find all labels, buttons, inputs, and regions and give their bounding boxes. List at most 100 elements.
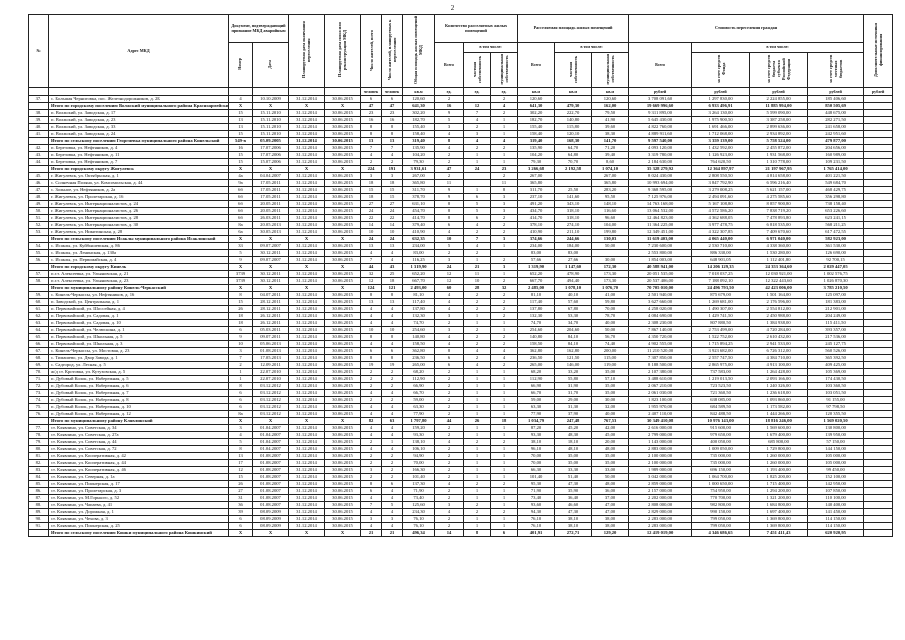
- table-cell: 31.12.2014: [288, 466, 326, 475]
- table-cell: X: [288, 529, 326, 538]
- address-cell: с. Исаклы, ул. Ленинская, д. 130а: [48, 249, 229, 258]
- table-cell: 4: [228, 95, 253, 104]
- table-cell: 31.12.2014: [288, 186, 326, 195]
- address-cell: Итого по сельскому поселению Георгиевка …: [48, 137, 229, 146]
- table-cell: 1 294 200,00: [749, 487, 809, 496]
- table-cell: 6: [360, 347, 383, 356]
- table-cell: 38.: [28, 109, 49, 118]
- table-cell: 1 369 800,00: [749, 515, 809, 524]
- table-cell: 2 530 710,00: [691, 242, 751, 251]
- table-cell: 2 553 800,00: [628, 249, 693, 258]
- table-cell: [863, 158, 894, 167]
- table-cell: 2: [434, 473, 465, 482]
- table-cell: 185 406,60: [807, 95, 865, 104]
- table-row: 68. с. Тимашево, ул. Двор Завода, д. 1 7 17…: [28, 354, 894, 363]
- table-cell: 2 202 000,00: [628, 494, 693, 503]
- table-cell: 1: [463, 158, 492, 167]
- table-cell: 4: [463, 221, 492, 230]
- table-cell: 105 000,00: [807, 459, 865, 468]
- table-cell: 1 530 280,00: [749, 249, 809, 258]
- address-cell: г. Жигулевск, ул. Никитинская, д. 28: [48, 228, 229, 237]
- table-cell: 6: [490, 529, 519, 538]
- table-cell: 2 859 000,00: [628, 480, 693, 489]
- table-cell: 1: [490, 396, 519, 405]
- table-cell: 2: [360, 396, 383, 405]
- table-cell: 267,00: [591, 172, 630, 181]
- table-cell: 2: [490, 508, 519, 517]
- table-cell: [863, 368, 894, 377]
- col-header-units-incl: в том числе:: [463, 42, 519, 53]
- table-cell: 38,10: [554, 522, 593, 531]
- table-cell: 2 283 000,00: [628, 522, 693, 531]
- table-cell: 20,00: [591, 438, 630, 447]
- table-cell: 30.06.2015: [324, 438, 362, 447]
- table-cell: 58.: [28, 277, 49, 286]
- address-cell: п. Дубовый Колок, ул. Набережная, д. 5: [48, 375, 229, 384]
- table-cell: 77.: [28, 424, 49, 433]
- table-cell: 10 993 694,00: [628, 179, 693, 188]
- table-cell: 30.06.2015: [324, 403, 362, 412]
- table-cell: 31.12.2014: [288, 438, 326, 447]
- table-cell: X: [228, 235, 253, 244]
- table-cell: 582 923,00: [807, 235, 865, 244]
- table-cell: 1: [490, 375, 519, 384]
- table-row: 71. п. Дубовый Колок, ул. Набережная, д. …: [28, 375, 894, 384]
- table-cell: 57,66: [517, 256, 556, 265]
- unit-cell-empty: [228, 87, 253, 97]
- table-cell: [863, 221, 894, 230]
- table-cell: 125 097,00: [807, 291, 865, 300]
- table-cell: 15.11.2010: [251, 109, 290, 118]
- table-cell: 31.12.2014: [288, 305, 326, 314]
- table-cell: 282 271,50: [807, 116, 865, 125]
- table-cell: 6 596 216,40: [749, 179, 809, 188]
- table-cell: 4: [463, 347, 492, 356]
- table-cell: 4 275 585,60: [749, 193, 809, 202]
- address-cell: ст. Клявлино, ул. Пионерская, д. 17: [48, 480, 229, 489]
- table-cell: 31.12.2014: [288, 256, 326, 265]
- table-cell: 1: [490, 123, 519, 132]
- table-cell: 236,50: [517, 354, 556, 363]
- table-cell: 103 360,50: [807, 382, 865, 391]
- table-cell: 35,00: [591, 389, 630, 398]
- table-cell: 64,70: [554, 144, 593, 153]
- table-cell: 2 224 855,00: [749, 95, 809, 104]
- table-cell: 129,20: [591, 529, 630, 538]
- table-cell: 05.03.2011: [251, 326, 290, 335]
- table-cell: 5: [463, 207, 492, 216]
- table-cell: [490, 249, 519, 258]
- table-cell: 68.: [28, 354, 49, 363]
- table-cell: 7: [228, 354, 253, 363]
- table-row: 63. п. Первомайский, ул. Садовая, д. 10 18…: [28, 319, 894, 328]
- table-cell: 57 150,00: [807, 438, 865, 447]
- table-cell: 2 557 747,50: [691, 354, 751, 363]
- table-cell: 3: [228, 347, 253, 356]
- table-cell: 18: [490, 417, 519, 426]
- table-cell: 3: [360, 172, 383, 181]
- table-cell: 22: [381, 214, 404, 223]
- table-cell: 45,00: [591, 431, 630, 440]
- table-cell: 31.12.2014: [288, 431, 326, 440]
- table-cell: 1: [490, 116, 519, 125]
- table-cell: 7 230 600,00: [628, 242, 693, 251]
- table-cell: 4: [360, 312, 383, 321]
- table-cell: 31.12.2014: [288, 298, 326, 307]
- table-cell: 16: [381, 116, 404, 125]
- header-row-1: № Адрес МКД Документ, подтверждающий при…: [28, 13, 894, 89]
- table-cell: 79,50: [591, 109, 630, 118]
- table-cell: 03.12.2012: [251, 410, 290, 419]
- summary-row: Итого по муниципальному району Клявлинск…: [28, 417, 894, 426]
- address-cell: п. Первомайский, ул. Садовая, д. 10: [48, 319, 229, 328]
- table-cell: [863, 410, 894, 419]
- table-cell: 168,30: [554, 137, 593, 146]
- table-cell: 59.: [28, 291, 49, 300]
- table-cell: 3 847 792,90: [691, 179, 751, 188]
- table-cell: 16: [360, 116, 383, 125]
- table-cell: 30.06.2015: [324, 424, 362, 433]
- table-cell: 31.12.2014: [288, 228, 326, 237]
- table-cell: 31.12.2014: [288, 403, 326, 412]
- table-cell: 1: [463, 445, 492, 454]
- table-cell: 66,90: [517, 382, 556, 391]
- address-cell: п. Волжский, ул. Заводская, д. 17: [48, 109, 229, 118]
- table-cell: 37.: [28, 95, 49, 104]
- table-cell: 08.09.2009: [251, 515, 290, 524]
